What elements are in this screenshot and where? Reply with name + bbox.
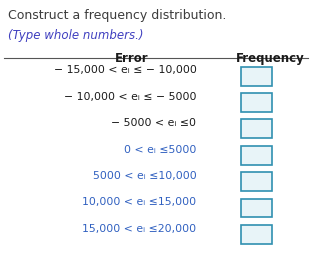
FancyBboxPatch shape <box>241 93 272 112</box>
FancyBboxPatch shape <box>241 119 272 138</box>
Text: Frequency: Frequency <box>236 52 305 65</box>
Text: (Type whole numbers.): (Type whole numbers.) <box>8 29 143 42</box>
Text: − 5000 < eᵢ ≤0: − 5000 < eᵢ ≤0 <box>112 118 197 128</box>
FancyBboxPatch shape <box>241 199 272 217</box>
Text: 15,000 < eᵢ ≤20,000: 15,000 < eᵢ ≤20,000 <box>82 224 197 234</box>
FancyBboxPatch shape <box>241 67 272 86</box>
Text: 0 < eᵢ ≤5000: 0 < eᵢ ≤5000 <box>124 145 197 155</box>
Text: − 10,000 < eᵢ ≤ − 5000: − 10,000 < eᵢ ≤ − 5000 <box>64 92 197 102</box>
Text: − 15,000 < eᵢ ≤ − 10,000: − 15,000 < eᵢ ≤ − 10,000 <box>54 66 197 75</box>
FancyBboxPatch shape <box>241 172 272 191</box>
Text: 5000 < eᵢ ≤10,000: 5000 < eᵢ ≤10,000 <box>93 171 197 181</box>
Text: Error: Error <box>115 52 148 65</box>
Text: Construct a frequency distribution.: Construct a frequency distribution. <box>8 9 226 22</box>
Text: 10,000 < eᵢ ≤15,000: 10,000 < eᵢ ≤15,000 <box>82 197 197 207</box>
FancyBboxPatch shape <box>241 146 272 165</box>
FancyBboxPatch shape <box>241 225 272 244</box>
